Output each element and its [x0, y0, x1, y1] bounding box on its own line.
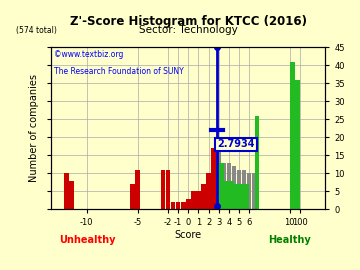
- Bar: [227, 163, 231, 209]
- Bar: [237, 170, 241, 209]
- Bar: [181, 202, 185, 209]
- Bar: [247, 173, 252, 209]
- Bar: [161, 170, 165, 209]
- Bar: [191, 191, 196, 209]
- X-axis label: Score: Score: [175, 230, 202, 240]
- Bar: [64, 173, 69, 209]
- Text: Unhealthy: Unhealthy: [59, 235, 115, 245]
- Text: Sector: Technology: Sector: Technology: [139, 25, 238, 35]
- Bar: [186, 198, 190, 209]
- Bar: [176, 202, 180, 209]
- Text: (574 total): (574 total): [15, 26, 57, 35]
- Bar: [232, 166, 236, 209]
- Bar: [166, 170, 170, 209]
- Bar: [216, 148, 221, 209]
- Text: ©www.textbiz.org: ©www.textbiz.org: [54, 50, 123, 59]
- Bar: [255, 116, 259, 209]
- Text: 2.7934: 2.7934: [217, 140, 255, 150]
- Bar: [224, 181, 229, 209]
- Bar: [242, 170, 247, 209]
- Bar: [69, 181, 74, 209]
- Bar: [206, 173, 211, 209]
- Bar: [211, 148, 216, 209]
- Bar: [196, 191, 201, 209]
- Bar: [234, 184, 239, 209]
- Bar: [219, 163, 224, 209]
- Bar: [201, 184, 206, 209]
- Bar: [221, 163, 226, 209]
- Bar: [290, 62, 294, 209]
- Y-axis label: Number of companies: Number of companies: [30, 74, 40, 182]
- Bar: [244, 184, 249, 209]
- Text: Healthy: Healthy: [268, 235, 311, 245]
- Bar: [130, 184, 135, 209]
- Bar: [239, 184, 244, 209]
- Bar: [252, 173, 257, 209]
- Bar: [171, 202, 175, 209]
- Bar: [229, 181, 234, 209]
- Text: The Research Foundation of SUNY: The Research Foundation of SUNY: [54, 67, 184, 76]
- Title: Z'-Score Histogram for KTCC (2016): Z'-Score Histogram for KTCC (2016): [70, 15, 307, 28]
- Bar: [295, 80, 300, 209]
- Bar: [135, 170, 140, 209]
